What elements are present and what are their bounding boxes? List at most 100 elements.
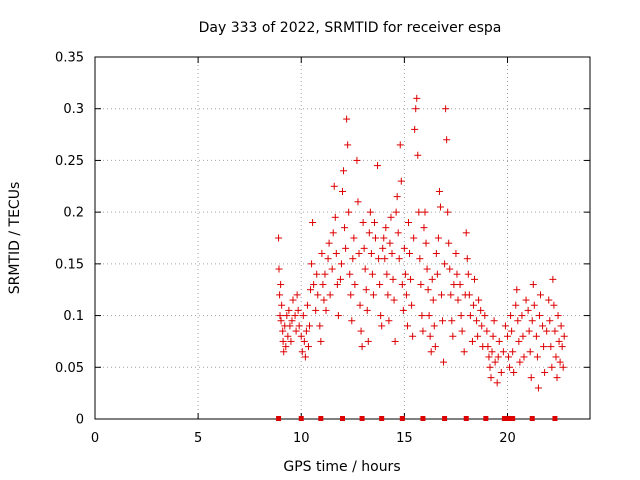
data-point [294, 306, 302, 314]
data-point [468, 337, 476, 345]
data-point [401, 270, 409, 278]
baseline-marker [463, 416, 469, 421]
data-point [396, 141, 404, 149]
data-point [345, 208, 353, 216]
data-point [346, 270, 354, 278]
data-point [339, 187, 346, 195]
data-point [277, 317, 285, 325]
data-point [370, 218, 378, 226]
data-point [543, 327, 551, 335]
data-point [372, 234, 379, 242]
data-point [318, 250, 326, 258]
y-axis-label: SRMTID / TECUs [7, 182, 23, 295]
data-point [478, 322, 486, 330]
data-point [534, 384, 542, 392]
data-point [350, 234, 358, 242]
data-point [458, 327, 466, 335]
data-point [493, 379, 501, 387]
data-point [445, 239, 453, 247]
data-point [422, 239, 430, 247]
data-point [369, 291, 377, 299]
plot-frame [94, 56, 591, 420]
data-point [505, 353, 513, 361]
baseline-marker [506, 416, 512, 421]
data-point [490, 317, 498, 325]
data-point [457, 312, 465, 320]
data-point [377, 312, 385, 320]
baseline-markers [276, 416, 558, 421]
data-point [353, 156, 361, 164]
data-point [555, 337, 563, 345]
data-point [386, 239, 394, 247]
data-point [394, 229, 402, 237]
data-point [400, 244, 408, 252]
baseline-marker [442, 416, 448, 421]
data-point [436, 203, 444, 211]
data-point [284, 332, 292, 340]
data-point [485, 353, 493, 361]
data-point [336, 275, 344, 283]
data-point [407, 275, 415, 283]
data-point [288, 317, 296, 325]
data-point [303, 301, 311, 309]
x-axis-label: GPS time / hours [283, 459, 400, 475]
data-point [550, 301, 558, 309]
data-point [300, 337, 308, 345]
data-point [473, 317, 481, 325]
x-tick-label: 20 [499, 431, 516, 446]
data-point [466, 312, 474, 320]
baseline-marker [359, 416, 365, 421]
data-point [489, 332, 497, 340]
data-point [301, 353, 309, 361]
data-point [398, 281, 406, 289]
data-point [426, 332, 434, 340]
data-point [326, 291, 334, 299]
data-point [535, 312, 543, 320]
data-point [280, 348, 288, 356]
data-point [546, 317, 554, 325]
data-point [532, 332, 540, 340]
data-point [443, 136, 451, 144]
y-tick-label: 0.35 [55, 51, 84, 66]
data-point [463, 255, 471, 263]
data-point [518, 312, 526, 320]
grid [95, 57, 590, 419]
data-point [375, 255, 383, 263]
data-point [304, 343, 312, 351]
data-point [395, 255, 403, 263]
data-point [298, 348, 306, 356]
data-point [513, 286, 521, 294]
data-point [548, 363, 556, 371]
data-point [409, 332, 417, 340]
data-point [285, 306, 293, 314]
data-point [427, 348, 435, 356]
data-point [347, 291, 355, 299]
data-point [430, 322, 438, 330]
data-point [325, 239, 333, 247]
data-point [507, 312, 515, 320]
data-point [484, 343, 492, 351]
data-point [349, 255, 357, 263]
data-point [368, 270, 376, 278]
data-point [307, 286, 315, 294]
data-point [514, 317, 522, 325]
baseline-marker [501, 416, 507, 421]
data-point [501, 322, 509, 330]
data-point [447, 291, 455, 299]
data-point [438, 291, 445, 299]
data-point [333, 281, 341, 289]
data-point [417, 281, 425, 289]
data-point [559, 363, 567, 371]
data-point [515, 337, 523, 345]
data-point [410, 234, 418, 242]
data-point [453, 270, 461, 278]
data-point [541, 368, 549, 376]
data-point [317, 337, 325, 345]
data-point [321, 270, 329, 278]
data-point [450, 281, 458, 289]
data-point [408, 301, 416, 309]
y-tick-label: 0.1 [63, 309, 84, 324]
data-point [428, 275, 436, 283]
data-point [392, 208, 400, 216]
data-point [379, 244, 387, 252]
